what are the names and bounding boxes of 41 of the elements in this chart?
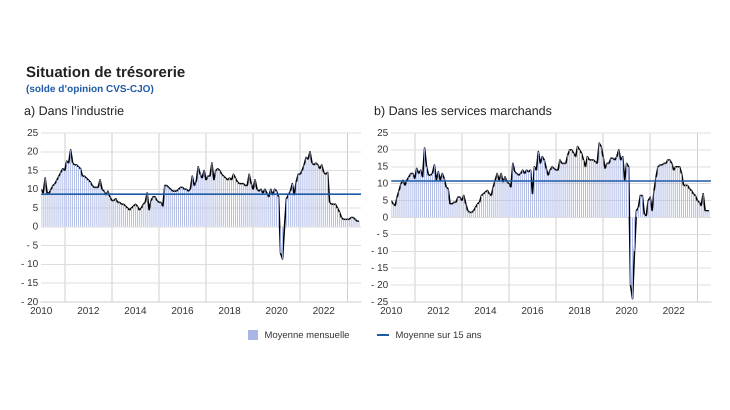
text: a) Dans l’industrie <box>24 104 126 120</box>
x-tick-label: 2020 <box>266 306 288 317</box>
x-tick-label: 2016 <box>521 306 544 317</box>
y-tick-label: 0 <box>32 222 39 233</box>
y-tick-label: 20 <box>377 144 389 156</box>
y-tick-label: - 20 <box>370 280 389 291</box>
y-tick-label: 15 <box>377 162 389 173</box>
y-tick-label: 10 <box>27 184 39 196</box>
x-tick-label: 2014 <box>124 306 147 317</box>
x-tick-label: 2014 <box>474 306 497 317</box>
y-tick-label: - 5 <box>26 240 39 252</box>
x-tick-label: 2020 <box>616 306 638 317</box>
y-tick-label: 5 <box>382 195 389 206</box>
chart-title: Situation de trésorerie <box>26 64 186 81</box>
legend-label: Moyenne sur 15 ans <box>394 330 482 341</box>
y-tick-label: - 15 <box>370 262 389 274</box>
y-tick-label: - 25 <box>370 296 389 308</box>
x-tick-label: 2018 <box>568 306 592 317</box>
y-tick-label: 25 <box>27 128 39 139</box>
y-tick-label: 0 <box>382 212 389 224</box>
legend-label: Moyenne mensuelle <box>263 330 350 341</box>
y-tick-label: 10 <box>377 178 389 190</box>
x-tick-label: 2022 <box>662 306 686 317</box>
chart-title: b) Dans les services marchands <box>374 104 553 120</box>
y-tick-label: - 20 <box>20 296 39 308</box>
x-tick-label: 2010 <box>30 306 53 317</box>
y-tick-label: 5 <box>32 202 39 214</box>
y-tick-label: 20 <box>27 146 39 158</box>
x-tick-label: 2012 <box>77 306 100 317</box>
x-tick-label: 2016 <box>171 306 194 317</box>
y-tick-label: 25 <box>377 128 389 139</box>
x-tick-label: 2010 <box>380 306 403 317</box>
x-tick-label: 2022 <box>312 306 336 317</box>
y-tick-label: - 15 <box>20 278 39 289</box>
chart-subtitle: (solde d’opinion CVS-CJO) <box>26 84 155 95</box>
y-tick-label: - 10 <box>370 246 389 258</box>
y-tick-label: - 10 <box>20 259 39 270</box>
x-tick-label: 2018 <box>218 306 242 317</box>
y-tick-label: 15 <box>27 165 39 176</box>
x-tick-label: 2012 <box>427 306 450 317</box>
y-tick-label: - 5 <box>376 229 389 240</box>
